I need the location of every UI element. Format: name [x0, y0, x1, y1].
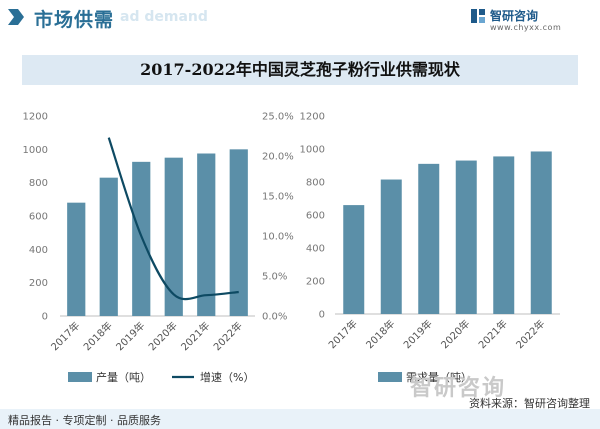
section-title: 市场供需 [34, 9, 115, 31]
header-chevron-icon [8, 9, 24, 25]
y-tick-label: 0 [42, 312, 48, 323]
x-tick-label: 2018年 [81, 319, 115, 353]
x-tick-label: 2022年 [513, 317, 547, 351]
x-tick-label: 2022年 [211, 319, 245, 353]
y-tick-label: 400 [306, 244, 325, 255]
legend-label: 增速（%） [200, 370, 254, 384]
y2-tick-label: 20.0% [262, 152, 294, 163]
bar [132, 161, 151, 316]
y-tick-label: 1200 [23, 112, 48, 123]
bar [343, 205, 365, 314]
y-tick-label: 600 [29, 212, 48, 223]
watermark: 智研咨询 [410, 376, 507, 401]
bar [164, 157, 183, 316]
y-tick-label: 1200 [300, 112, 325, 123]
bar [455, 160, 477, 314]
bar [197, 153, 216, 316]
data-source: 资料来源：智研咨询整理 [469, 397, 590, 410]
bar [493, 156, 515, 314]
bar [229, 149, 248, 316]
logo-url: www.chyxx.com [490, 23, 562, 32]
chart-title-band: 2017-2022年中国灵芝孢子粉行业供需现状 [22, 55, 578, 85]
legend-label: 产量（吨） [96, 370, 151, 384]
y-tick-label: 1000 [23, 145, 48, 156]
y-tick-label: 0 [319, 310, 325, 321]
charts-area: 0 200 400 600 800 1000 1200 0.0% 5.0% 10.0% 15.0% 2… [23, 112, 560, 384]
brand-logo: 智研咨询 www.chyxx.com [470, 7, 590, 33]
logo-mark-icon [471, 9, 485, 23]
y2-tick-label: 0.0% [262, 312, 287, 323]
y-tick-label: 600 [306, 211, 325, 222]
x-tick-label: 2019年 [401, 317, 435, 351]
x-tick-label: 2020年 [438, 317, 472, 351]
y2-tick-label: 5.0% [262, 272, 287, 283]
bar [418, 163, 440, 314]
footer-tagline: 精品报告 · 专项定制 · 品质服务 [8, 414, 161, 427]
y2-tick-label: 25.0% [262, 112, 294, 123]
footer: 精品报告 · 专项定制 · 品质服务 资料来源：智研咨询整理 [0, 397, 600, 429]
x-tick-label: 2020年 [146, 319, 180, 353]
chart-title: 2017-2022年中国灵芝孢子粉行业供需现状 [140, 60, 460, 79]
legend-bar-swatch [68, 372, 92, 382]
bar [380, 179, 402, 314]
header: 市场供需 ad demand 智研咨询 www.chyxx.com [0, 0, 600, 36]
y-tick-label: 400 [29, 245, 48, 256]
x-tick-label: 2019年 [113, 319, 147, 353]
x-tick-label: 2017年 [326, 317, 360, 351]
bar [99, 177, 118, 316]
legend-label: 需求量（吨） [406, 371, 472, 384]
bar [67, 202, 86, 316]
x-tick-label: 2017年 [48, 319, 82, 353]
x-tick-label: 2018年 [363, 317, 397, 351]
y-tick-label: 200 [29, 278, 48, 289]
x-tick-label: 2021年 [178, 319, 212, 353]
y-tick-label: 800 [29, 178, 48, 189]
bar [530, 151, 552, 314]
y-tick-label: 1000 [300, 145, 325, 156]
y-tick-label: 200 [306, 277, 325, 288]
section-ghost-text: ad demand [120, 9, 208, 25]
growth-rate-line [107, 137, 239, 301]
x-tick-label: 2021年 [476, 317, 510, 351]
y2-tick-label: 15.0% [262, 192, 294, 203]
y-tick-label: 800 [306, 178, 325, 189]
logo-name: 智研咨询 [490, 9, 539, 23]
legend-bar-swatch [378, 372, 402, 382]
y2-tick-label: 10.0% [262, 232, 294, 243]
